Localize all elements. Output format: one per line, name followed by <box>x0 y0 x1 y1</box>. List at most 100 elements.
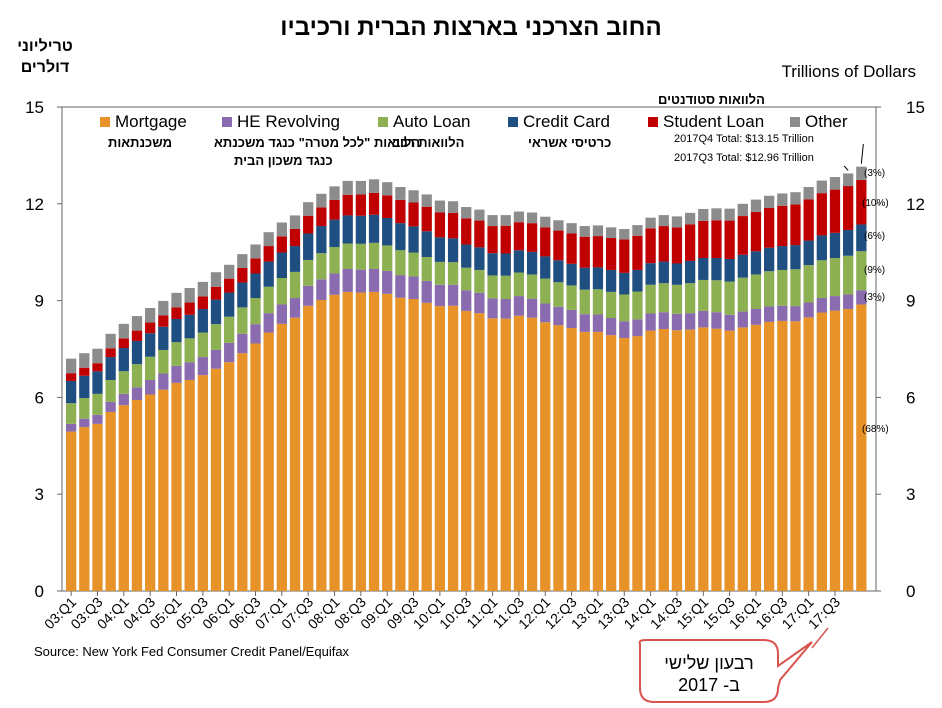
bar-segment-student <box>145 322 156 334</box>
bar-segment-other <box>566 223 577 234</box>
bar-stack <box>92 348 103 591</box>
bar-segment-other <box>79 353 90 368</box>
bar-segment-cc <box>408 226 419 253</box>
bar-segment-student <box>461 218 472 245</box>
bar-segment-cc <box>395 223 406 251</box>
bar-segment-auto <box>461 267 472 291</box>
bar-segment-cc <box>421 231 432 258</box>
bar-segment-cc <box>764 247 775 272</box>
bar-segment-auto <box>645 284 656 314</box>
bar-segment-he <box>526 298 538 318</box>
bar-segment-student <box>289 228 301 247</box>
bar-segment-auto <box>184 338 195 363</box>
bar-segment-mortgage <box>737 327 748 591</box>
bar-segment-student <box>92 363 103 372</box>
bar-stack <box>368 179 380 591</box>
bar-segment-other <box>118 323 129 339</box>
bar-segment-other <box>750 199 762 212</box>
bar-segment-auto <box>395 250 406 276</box>
bar-segment-other <box>145 308 156 323</box>
bar-segment-auto <box>447 262 459 285</box>
bar-stack <box>790 192 801 591</box>
bar-stack <box>224 264 235 591</box>
bar-stack <box>382 182 393 591</box>
bar-segment-student <box>250 258 261 274</box>
bar-stack <box>171 292 182 591</box>
bar-segment-mortgage <box>197 375 208 591</box>
bar-segment-cc <box>829 232 841 259</box>
bar-segment-other <box>237 254 248 269</box>
bar-segment-cc <box>171 318 182 343</box>
bar-segment-student <box>632 235 643 270</box>
bar-segment-he <box>303 285 314 306</box>
bar-segment-other <box>474 209 485 221</box>
bar-segment-student <box>829 189 841 233</box>
bar-segment-mortgage <box>526 317 538 591</box>
bar-segment-student <box>698 220 709 259</box>
bar-segment-auto <box>434 261 446 285</box>
bar-segment-student <box>355 194 367 216</box>
bar-segment-cc <box>513 250 525 273</box>
bar-segment-he <box>197 357 208 376</box>
bar-stack <box>395 187 406 591</box>
bar-segment-student <box>592 236 604 268</box>
pct-label-other: (3%) <box>864 168 886 179</box>
bar-segment-cc <box>289 246 301 272</box>
bar-segment-other <box>592 225 604 237</box>
bar-segment-he <box>145 379 156 395</box>
legend-label-he-revolving: HE Revolving <box>237 112 340 131</box>
bar-segment-he <box>698 310 709 328</box>
bar-stack <box>329 186 340 591</box>
bar-segment-other <box>368 179 380 193</box>
bar-segment-cc <box>711 258 722 281</box>
bar-segment-other <box>408 190 419 203</box>
bar-segment-other <box>526 212 538 224</box>
bar-segment-student <box>171 307 182 319</box>
bar-segment-student <box>263 246 274 262</box>
bar-stack <box>566 223 577 591</box>
bar-stack <box>553 220 564 591</box>
bar-stack <box>843 173 854 591</box>
bar-segment-mortgage <box>724 330 735 591</box>
bar-segment-auto <box>421 257 432 281</box>
y-tick-label-right: 0 <box>906 582 915 601</box>
legend-he-he-revolving-1: הלוואות "לכל מטרה" כנגד משכנתא <box>214 135 421 150</box>
bar-segment-auto <box>250 298 261 325</box>
legend-he-auto-loan: הלוואות רכב <box>392 135 465 150</box>
bar-segment-auto <box>737 277 748 312</box>
bar-segment-mortgage <box>513 315 525 591</box>
bar-segment-auto <box>711 280 722 313</box>
bar-segment-mortgage <box>461 310 472 591</box>
bar-segment-student <box>237 268 248 283</box>
bar-segment-student <box>66 373 77 381</box>
bar-segment-cc <box>843 229 854 256</box>
bar-segment-he <box>540 303 551 323</box>
bar-segment-auto <box>368 242 380 269</box>
legend-swatch-credit-card <box>508 117 518 127</box>
bar-segment-mortgage <box>619 338 630 591</box>
bar-segment-other <box>342 180 353 195</box>
bar-segment-student <box>790 204 801 246</box>
bar-segment-student <box>645 228 656 264</box>
bar-segment-student <box>724 220 735 259</box>
bar-segment-other <box>816 180 827 194</box>
bar-segment-auto <box>671 284 683 314</box>
bar-stack <box>750 199 762 591</box>
bar-segment-student <box>843 186 854 230</box>
bar-segment-other <box>316 193 327 208</box>
bar-segment-he <box>632 319 643 337</box>
bar-stack <box>777 193 788 591</box>
bar-segment-auto <box>487 275 498 299</box>
bar-segment-student <box>276 236 287 253</box>
bar-segment-student <box>434 212 446 238</box>
bar-segment-mortgage <box>777 320 788 591</box>
bar-segment-he <box>171 365 182 383</box>
y-tick-label-left: 9 <box>35 292 44 311</box>
bar-stack <box>592 225 604 591</box>
bar-segment-student <box>513 222 525 251</box>
bar-segment-he <box>105 401 116 412</box>
bar-segment-he <box>500 298 511 319</box>
bar-segment-auto <box>303 259 314 286</box>
bar-segment-student <box>224 278 235 293</box>
